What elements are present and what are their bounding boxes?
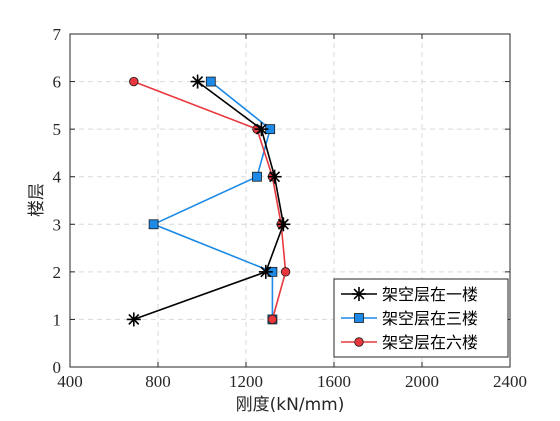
series-line [133,80,287,320]
legend-entry: 架空层在三楼 [341,309,478,328]
asterisk-marker [276,217,291,232]
x-tick-label: 800 [145,372,171,391]
x-tick-label: 1600 [317,372,351,391]
series-line [133,80,285,321]
square-marker [252,171,262,182]
y-axis-title: 楼层 [27,183,47,217]
square-marker [148,219,159,230]
circle-marker [267,314,278,325]
x-tick-label: 400 [57,372,83,391]
asterisk-marker [267,169,282,184]
asterisk-marker [190,74,205,89]
circle-marker [354,337,364,347]
y-tick-label: 4 [53,168,62,187]
plot-frame [69,33,511,368]
y-tick-label: 2 [53,263,62,282]
y-tick-label: 7 [53,25,62,44]
series [126,74,291,327]
x-tick-label: 2000 [405,372,439,391]
asterisk-marker [254,122,269,137]
y-tick-label: 1 [53,310,62,329]
asterisk-marker [352,287,366,301]
legend-label: 架空层在三楼 [382,309,478,328]
x-tick-label: 1200 [229,372,263,391]
square-marker [205,76,216,87]
x-tick-label: 2400 [493,372,527,391]
circle-marker [129,76,139,87]
circle-marker [280,267,291,277]
y-tick-label: 3 [53,215,62,234]
asterisk-marker [258,264,273,279]
legend-label: 架空层在六楼 [382,333,478,352]
x-axis-title: 刚度(kN/mm) [236,395,345,415]
legend-entry: 架空层在六楼 [341,333,478,352]
square-marker [354,313,364,323]
legend-entry: 架空层在一楼 [341,285,478,304]
y-tick-label: 6 [53,73,62,92]
asterisk-marker [126,312,141,327]
y-tick-label: 5 [53,120,62,139]
series-1 [126,74,291,327]
y-tick-label: 0 [53,358,62,377]
legend-label: 架空层在一楼 [382,285,478,304]
series-line [151,80,274,320]
axis-ticks: 400 800 1200 1600 2000 2400 0 1 2 3 4 5 6 7 [53,25,528,391]
